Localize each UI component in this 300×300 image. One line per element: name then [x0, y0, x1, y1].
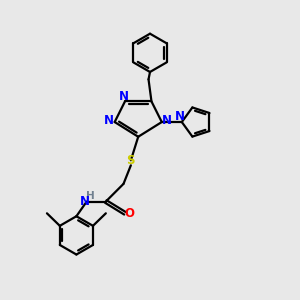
Text: N: N: [162, 114, 172, 127]
Text: O: O: [124, 207, 134, 220]
Text: S: S: [127, 154, 135, 167]
Text: N: N: [80, 195, 90, 208]
Text: N: N: [175, 110, 185, 123]
Text: N: N: [104, 114, 114, 127]
Text: N: N: [118, 90, 128, 103]
Text: H: H: [86, 191, 94, 201]
